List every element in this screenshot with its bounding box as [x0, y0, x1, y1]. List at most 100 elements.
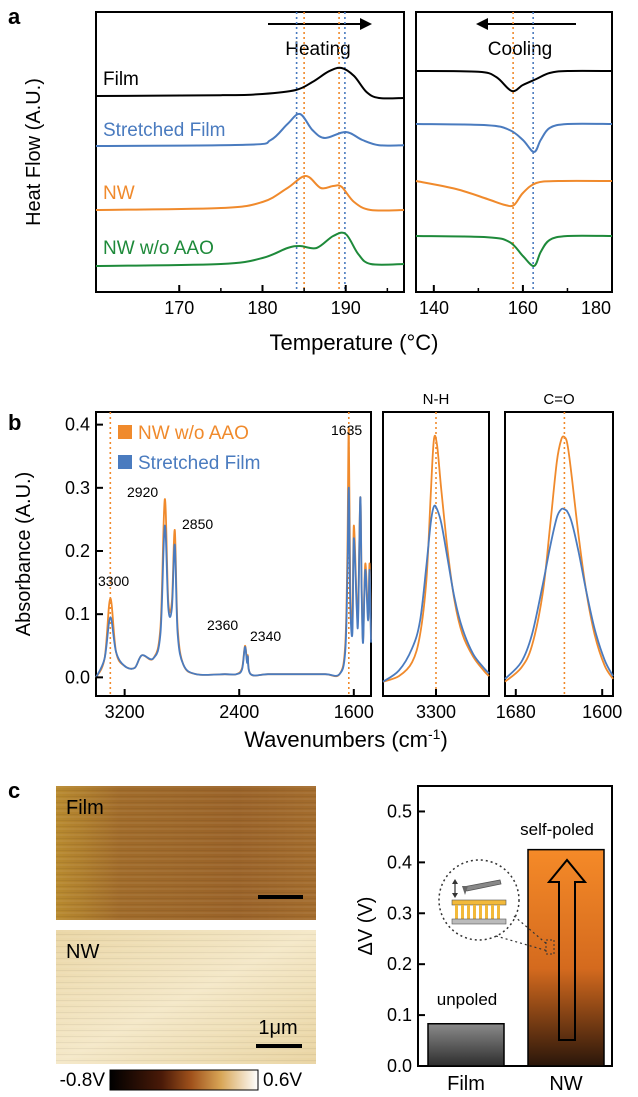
- legend-swatch-nw-wo-aao: [118, 425, 132, 439]
- heating-tick-label: 170: [164, 298, 194, 318]
- legend-swatch-stretched-film: [118, 455, 132, 469]
- inset-x-tick-label: 1600: [582, 702, 622, 722]
- heating-tick-label: 190: [331, 298, 361, 318]
- inset-curve-stretched-film: [382, 504, 490, 683]
- bar-film: [427, 1022, 505, 1067]
- panel-label-c: c: [8, 778, 20, 803]
- nanowire: [485, 905, 488, 919]
- ftir-curve-stretched-film: [95, 486, 372, 678]
- bar-y-tick-label: 0.5: [387, 801, 412, 821]
- bar-y-tick-label: 0.4: [387, 852, 412, 872]
- annotation-self-poled: self-poled: [520, 820, 594, 839]
- ftir-y-tick-label: 0.4: [65, 415, 90, 435]
- inset-target-box: [545, 939, 555, 955]
- probe-inset: [438, 859, 555, 955]
- panel-label-b: b: [8, 410, 21, 435]
- bar-y-tick-label: 0.0: [387, 1056, 412, 1076]
- panel-b-x-label: Wavenumbers (cm-1): [244, 726, 448, 752]
- ftir-x-tick-label: 3200: [105, 702, 145, 722]
- ftir-y-tick-label: 0.2: [65, 541, 90, 561]
- nanowire: [479, 905, 482, 919]
- bar-y-tick-label: 0.2: [387, 954, 412, 974]
- inset-top-electrode: [451, 899, 507, 906]
- panel-b-y-label: Absorbance (A.U.): [13, 472, 35, 637]
- legend-nw-wo-aao: NW w/o AAO: [103, 238, 214, 259]
- ftir-ticks: 0.0 0.1 0.2 0.3 0.4 3200 2400 1600 3300 1680 1600: [65, 415, 622, 722]
- ftir-y-tick-label: 0.1: [65, 604, 90, 624]
- bars: [427, 848, 605, 1067]
- inset-curve-nw-w-o-aao: [382, 434, 490, 683]
- ftir-co-curves: [504, 412, 614, 696]
- kpfm-film-label: Film: [66, 797, 104, 819]
- heating-curve-nw: [95, 174, 405, 212]
- scale-bar-label: 1μm: [258, 1017, 297, 1039]
- inset-x-tick-label: 1680: [496, 702, 536, 722]
- nh-title: N-H: [423, 391, 450, 408]
- nanowire: [491, 905, 494, 919]
- inset-nanowires: [455, 905, 500, 919]
- heating-curve-film: [95, 66, 405, 100]
- peak-label-2850: 2850: [182, 516, 213, 532]
- ftir-main-frame: [95, 411, 372, 697]
- inset-curve-nw-w-o-aao: [504, 435, 614, 683]
- heating-curves: [95, 12, 405, 292]
- self-poled-arrow: [546, 858, 588, 1041]
- bar-y-tick-label: 0.3: [387, 903, 412, 923]
- heating-arrowhead: [360, 18, 372, 30]
- kpfm-nw-texture: [56, 930, 316, 1064]
- panel-c-y-label: ΔV (V): [355, 897, 377, 956]
- cooling-curve-stretched-film: [415, 122, 613, 154]
- heating-axes-frame: [95, 11, 405, 293]
- bar-category-film: Film: [447, 1073, 485, 1095]
- panel-a-x-label: Temperature (°C): [270, 330, 439, 355]
- legend-b-stretched-film: Stretched Film: [138, 453, 260, 474]
- heating-curve-stretched-film: [95, 112, 405, 147]
- nanowire: [461, 905, 464, 919]
- inset-x-tick-label: 3300: [416, 702, 456, 722]
- ftir-co-frame: [504, 411, 614, 697]
- ftir-x-tick-label: 2400: [219, 702, 259, 722]
- peak-label-2360: 2360: [207, 617, 238, 633]
- peak-label-1635: 1635: [331, 422, 362, 438]
- heating-curve-nw-w-o-aao: [95, 231, 405, 267]
- inset-substrate: [451, 918, 507, 925]
- cooling-x-ticks: 140 160 180: [419, 285, 613, 318]
- cooling-curves: [415, 12, 613, 292]
- probe-height-arrow-up: [452, 879, 458, 884]
- ftir-y-tick-label: 0.3: [65, 478, 90, 498]
- heating-x-ticks: 170 180 190: [164, 285, 389, 318]
- ftir-y-tick-label: 0.0: [65, 667, 90, 687]
- cooling-label: Cooling: [488, 39, 552, 60]
- bar-chart-frame: [417, 785, 613, 1067]
- bar-y-tick-label: 0.1: [387, 1005, 412, 1025]
- cooling-axes-frame: [415, 11, 613, 293]
- cooling-arrowhead: [476, 18, 488, 30]
- panel-b-ftir: N-H C=O NW w/o AAO Stretched Film 0.0 0.1…: [13, 391, 622, 752]
- inset-leader-bottom: [495, 935, 549, 952]
- cooling-tick-label: 180: [581, 298, 611, 318]
- legend-b-nw-wo-aao: NW w/o AAO: [138, 423, 249, 444]
- inset-curve-stretched-film: [504, 507, 614, 680]
- bar-nw: [527, 848, 605, 1067]
- probe-height-arrow-down: [452, 893, 458, 898]
- colorbar-min-label: -0.8V: [60, 1070, 106, 1091]
- ftir-x-tick-label: 1600: [334, 702, 374, 722]
- co-title: C=O: [543, 391, 574, 408]
- cooling-curve-nw: [415, 179, 613, 208]
- peak-label-2340: 2340: [250, 628, 281, 644]
- cooling-curve-film: [415, 69, 613, 93]
- panel-c-kpfm: Film NW 1μm -0.8V 0.6V 0.0 0.1 0.2 0.3 0.4 0.…: [56, 785, 613, 1095]
- heating-tick-label: 180: [247, 298, 277, 318]
- nanowire: [455, 905, 458, 919]
- bar-category-nw: NW: [549, 1073, 582, 1095]
- ftir-main-curves: [95, 412, 372, 696]
- cooling-tick-label: 160: [508, 298, 538, 318]
- nanowire: [473, 905, 476, 919]
- legend-nw: NW: [103, 183, 135, 204]
- peak-label-2920: 2920: [127, 484, 158, 500]
- heating-label: Heating: [285, 39, 351, 60]
- afm-tip: [462, 886, 468, 895]
- colorbar-max-label: 0.6V: [263, 1070, 302, 1091]
- legend-film: Film: [103, 69, 139, 90]
